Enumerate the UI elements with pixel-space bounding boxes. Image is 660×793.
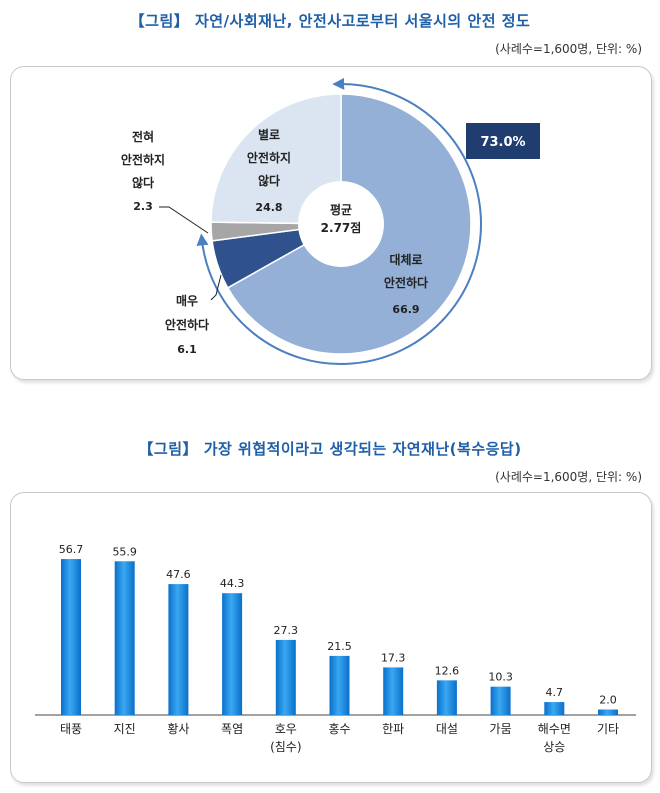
label-somewhat-safe-2: 안전하다 <box>384 275 428 290</box>
donut-panel: 평균 2.77점 73.0% 전혀 안전하지 않다 2.3 별로 안전하지 않다… <box>10 66 652 380</box>
category-label: 폭염 <box>221 722 243 736</box>
category-label: 태풍 <box>60 722 82 736</box>
label-somewhat-safe-1: 대체로 <box>389 252 422 267</box>
category-label: 가뭄 <box>490 722 512 736</box>
bar-value-label: 12.6 <box>435 664 460 677</box>
category-label: 대설 <box>436 722 458 736</box>
bar-value-label: 47.6 <box>166 568 191 581</box>
label-very-safe-value: 6.1 <box>177 343 197 356</box>
donut-chart: 평균 2.77점 73.0% 전혀 안전하지 않다 2.3 별로 안전하지 않다… <box>121 77 540 365</box>
bar <box>329 655 350 715</box>
center-label-2: 2.77점 <box>321 220 362 235</box>
category-label: 기타 <box>597 722 619 736</box>
bar <box>598 709 618 715</box>
label-very-unsafe-1: 전혀 <box>132 129 154 144</box>
label-somewhat-unsafe-value: 24.8 <box>255 201 282 214</box>
category-label: 한파 <box>382 722 404 736</box>
figure2-note: (사례수=1,600명, 단위: %) <box>495 470 642 484</box>
bar-chart: 56.7 태풍 55.9 지진 47.6 황사 44.3 폭염 27.3 호우 (침수) 21.5 홍수… <box>35 543 636 754</box>
category-label: 호우 <box>275 722 297 736</box>
bar <box>275 639 296 715</box>
bar-value-label: 2.0 <box>599 694 617 707</box>
safe-share-arrow <box>196 77 482 365</box>
bar-value-label: 55.9 <box>112 545 137 558</box>
bar-value-label: 44.3 <box>220 577 245 590</box>
highlight-box <box>466 123 540 159</box>
bar <box>544 702 565 715</box>
bar-value-label: 17.3 <box>381 651 406 664</box>
center-label-1: 평균 <box>330 203 352 217</box>
category-label: 지진 <box>114 722 136 736</box>
category-label: 홍수 <box>328 722 350 736</box>
leader-very-unsafe <box>159 206 209 234</box>
bar <box>61 559 81 715</box>
label-very-safe-2: 안전하다 <box>165 317 209 332</box>
category-label: 황사 <box>167 722 189 736</box>
category-label: (침수) <box>270 740 301 754</box>
category-label: 상승 <box>543 740 565 754</box>
label-somewhat-safe-value: 66.9 <box>392 303 419 316</box>
donut-center <box>298 181 384 267</box>
bar-panel: 56.7 태풍 55.9 지진 47.6 황사 44.3 폭염 27.3 호우 (침수) 21.5 홍수… <box>10 492 652 783</box>
label-somewhat-unsafe-3: 않다 <box>258 173 280 188</box>
figure1-note: (사례수=1,600명, 단위: %) <box>495 42 642 56</box>
category-label: 해수면 <box>538 722 571 736</box>
label-very-unsafe-3: 않다 <box>132 175 154 190</box>
label-very-safe-1: 매우 <box>176 293 198 308</box>
label-somewhat-unsafe-1: 별로 <box>258 127 280 142</box>
figure2-title: 【그림】 가장 위협적이라고 생각되는 자연재난(복수응답) <box>138 440 522 458</box>
bar <box>222 593 243 715</box>
highlight-value: 73.0% <box>480 135 525 150</box>
bar-value-label: 27.3 <box>274 624 299 637</box>
bar-value-label: 10.3 <box>488 671 513 684</box>
bar <box>114 561 135 715</box>
bar <box>436 680 457 715</box>
label-somewhat-unsafe-2: 안전하지 <box>247 150 291 165</box>
bar-value-label: 4.7 <box>546 686 564 699</box>
figure1-title: 【그림】 자연/사회재난, 안전사고로부터 서울시의 안전 정도 <box>129 12 531 30</box>
bar <box>490 686 511 715</box>
label-very-unsafe-value: 2.3 <box>133 200 153 213</box>
bar <box>383 667 404 715</box>
bar <box>168 584 189 715</box>
leader-very-safe <box>210 274 222 301</box>
bar-value-label: 21.5 <box>327 640 352 653</box>
bar-value-label: 56.7 <box>59 543 84 556</box>
label-very-unsafe-2: 안전하지 <box>121 152 165 167</box>
